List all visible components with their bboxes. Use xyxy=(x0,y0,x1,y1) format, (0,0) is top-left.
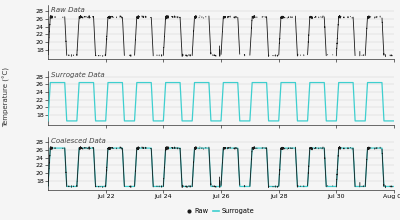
Text: Coalesced Data: Coalesced Data xyxy=(52,138,106,144)
Text: Raw Data: Raw Data xyxy=(52,7,85,13)
Legend: Raw, Surrogate: Raw, Surrogate xyxy=(183,205,257,217)
Text: Surrogate Data: Surrogate Data xyxy=(52,72,105,78)
Text: Temperature (°C): Temperature (°C) xyxy=(2,67,10,127)
